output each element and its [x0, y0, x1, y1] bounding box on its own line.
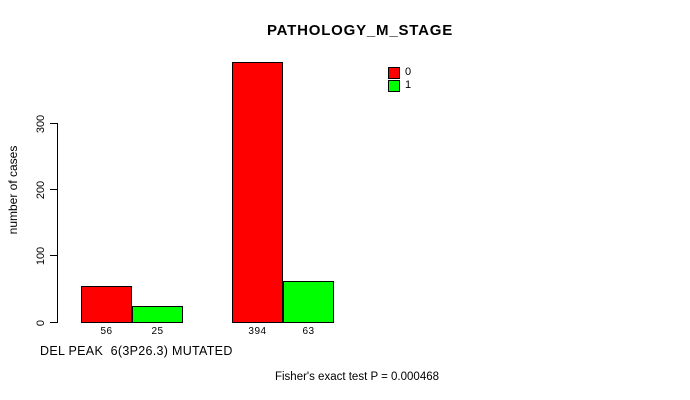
fisher-test-text: Fisher's exact test P = 0.000468	[274, 371, 440, 383]
bar-series-1-group-2	[283, 281, 334, 323]
y-axis-line	[57, 123, 58, 323]
bar-series-0-group-1	[81, 286, 132, 323]
bar-value-label: 394	[248, 326, 267, 337]
y-tick-label: 300	[35, 114, 47, 133]
y-tick-label: 200	[35, 180, 47, 199]
y-tick	[50, 123, 57, 124]
chart-title: PATHOLOGY_M_STAGE	[266, 22, 454, 39]
x-axis-label: DEL PEAK 6(3P26.3) MUTATED	[40, 344, 233, 358]
legend-label: 0	[405, 66, 412, 78]
bar-value-label: 25	[151, 326, 164, 337]
bar-value-label: 63	[302, 326, 315, 337]
legend-entry: 1	[388, 79, 411, 92]
y-tick-label: 100	[35, 246, 47, 265]
legend-swatch-icon	[388, 66, 400, 79]
legend-entry: 0	[388, 66, 411, 79]
y-axis-label: number of cases	[6, 145, 20, 235]
bar-series-1-group-1	[132, 306, 183, 323]
legend-label: 1	[405, 79, 412, 91]
y-tick	[50, 322, 57, 323]
legend-swatch-icon	[388, 79, 400, 92]
bar-series-0-group-2	[232, 62, 283, 323]
bar-value-label: 56	[100, 326, 113, 337]
y-tick	[50, 255, 57, 256]
y-tick	[50, 189, 57, 190]
y-tick-label: 0	[35, 319, 47, 326]
